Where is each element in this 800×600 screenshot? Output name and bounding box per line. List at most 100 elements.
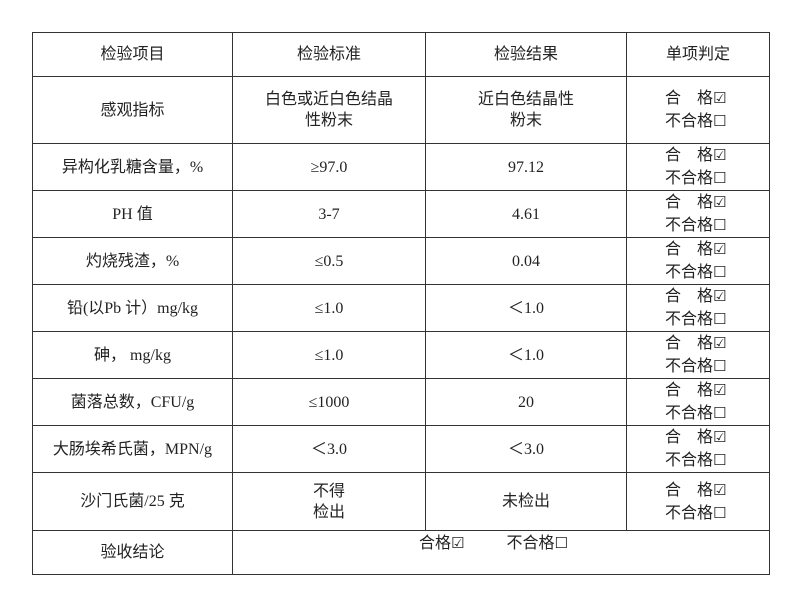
fail-label: 不合格 [665, 405, 714, 422]
unchecked-box-icon[interactable]: ☐ [713, 404, 727, 422]
checked-box-icon[interactable]: ☑ [713, 334, 727, 352]
pass-label: 合 格 [665, 241, 714, 258]
unchecked-box-icon[interactable]: ☐ [713, 451, 727, 469]
standard-cell: ≥97.0 [232, 143, 426, 191]
header-result: 检验结果 [425, 32, 627, 77]
judge-cell: 合 格☑ 不合格☐ [626, 237, 770, 285]
standard-cell: 3-7 [232, 190, 426, 238]
item-cell: 菌落总数，CFU/g [32, 378, 233, 426]
result-cell: 0.04 [425, 237, 627, 285]
unchecked-box-icon[interactable]: ☐ [713, 112, 727, 130]
pass-label: 合 格 [665, 288, 714, 305]
fail-label: 不合格 [665, 264, 714, 281]
table-row: 灼烧残渣，% ≤0.5 0.04 合 格☑ 不合格☐ [32, 237, 770, 285]
standard-cell: ≤1.0 [232, 331, 426, 379]
standard-cell: 白色或近白色结晶 性粉末 [232, 76, 426, 144]
item-cell: PH 值 [32, 190, 233, 238]
unchecked-box-icon[interactable]: ☐ [713, 263, 727, 281]
item-cell: 灼烧残渣，% [32, 237, 233, 285]
result-cell: ＜1.0 [425, 331, 627, 379]
table-row: PH 值 3-7 4.61 合 格☑ 不合格☐ [32, 190, 770, 238]
result-line: 粉末 [509, 112, 542, 129]
standard-cell: ＜3.0 [232, 425, 426, 473]
item-cell: 铅(以Pb 计）mg/kg [32, 284, 233, 332]
header-standard: 检验标准 [232, 32, 426, 77]
header-item: 检验项目 [32, 32, 233, 77]
unchecked-box-icon[interactable]: ☐ [554, 534, 568, 552]
pass-label: 合 格 [665, 382, 714, 399]
result-cell: 4.61 [425, 190, 627, 238]
judge-cell: 合 格☑ 不合格☐ [626, 190, 770, 238]
fail-label: 不合格 [665, 217, 714, 234]
table-row: 铅(以Pb 计）mg/kg ≤1.0 ＜1.0 合 格☑ 不合格☐ [32, 284, 770, 332]
checked-box-icon[interactable]: ☑ [713, 480, 727, 499]
item-cell: 异构化乳糖含量，% [32, 143, 233, 191]
unchecked-box-icon[interactable]: ☐ [713, 503, 727, 522]
table-row: 砷， mg/kg ≤1.0 ＜1.0 合 格☑ 不合格☐ [32, 331, 770, 379]
header-judge: 单项判定 [626, 32, 770, 77]
fail-label: 不合格 [665, 311, 714, 328]
result-cell: 20 [425, 378, 627, 426]
judge-cell: 合 格☑ 不合格☐ [626, 378, 770, 426]
table-row: 大肠埃希氏菌，MPN/g ＜3.0 ＜3.0 合 格☑ 不合格☐ [32, 425, 770, 473]
pass-label: 合 格 [665, 194, 714, 211]
checked-box-icon[interactable]: ☑ [713, 193, 727, 211]
checked-box-icon[interactable]: ☑ [713, 287, 727, 305]
fail-label: 不合格 [665, 504, 714, 522]
standard-cell: ≤1.0 [232, 284, 426, 332]
result-cell: 97.12 [425, 143, 627, 191]
judge-cell: 合 格☑ 不合格☐ [626, 472, 770, 531]
result-cell: 未检出 [425, 472, 627, 531]
conclusion-row: 验收结论 合格☑ 不合格☐ [32, 530, 770, 575]
conclusion-cell: 合格☑ 不合格☐ [232, 530, 770, 575]
result-cell: 近白色结晶性 粉末 [425, 76, 627, 144]
conclusion-fail-label: 不合格 [506, 535, 555, 552]
header-row: 检验项目 检验标准 检验结果 单项判定 [32, 32, 770, 77]
result-cell: ＜1.0 [425, 284, 627, 332]
checked-box-icon[interactable]: ☑ [713, 381, 727, 399]
standard-cell: 不得 检出 [232, 472, 426, 531]
pass-label: 合 格 [665, 335, 714, 352]
checked-box-icon[interactable]: ☑ [713, 89, 727, 107]
pass-label: 合 格 [665, 90, 714, 107]
judge-cell: 合 格☑ 不合格☐ [626, 76, 770, 144]
table-row: 异构化乳糖含量，% ≥97.0 97.12 合 格☑ 不合格☐ [32, 143, 770, 191]
fail-label: 不合格 [665, 358, 714, 375]
unchecked-box-icon[interactable]: ☐ [713, 216, 727, 234]
unchecked-box-icon[interactable]: ☐ [713, 357, 727, 375]
pass-label: 合 格 [665, 481, 714, 499]
standard-cell: ≤1000 [232, 378, 426, 426]
standard-line: 不得 [312, 482, 345, 500]
item-cell: 大肠埃希氏菌，MPN/g [32, 425, 233, 473]
fail-label: 不合格 [665, 113, 714, 130]
item-cell: 感观指标 [32, 76, 233, 144]
pass-label: 合 格 [665, 147, 714, 164]
table-row: 沙门氏菌/25 克 不得检出 未检出 合 格☑ 不合格☐ [32, 472, 770, 531]
result-cell: ＜3.0 [425, 425, 627, 473]
judge-cell: 合 格☑ 不合格☐ [626, 143, 770, 191]
conclusion-pass-label: 合格 [419, 535, 452, 552]
unchecked-box-icon[interactable]: ☐ [713, 169, 727, 187]
unchecked-box-icon[interactable]: ☐ [713, 310, 727, 328]
checked-box-icon[interactable]: ☑ [713, 240, 727, 258]
fail-label: 不合格 [665, 170, 714, 187]
checked-box-icon[interactable]: ☑ [713, 428, 727, 446]
judge-cell: 合 格☑ 不合格☐ [626, 425, 770, 473]
checked-box-icon[interactable]: ☑ [451, 534, 465, 552]
result-line: 近白色结晶性 [477, 91, 574, 108]
conclusion-label: 验收结论 [32, 530, 233, 575]
checked-box-icon[interactable]: ☑ [713, 146, 727, 164]
standard-line: 检出 [312, 503, 345, 521]
item-cell: 沙门氏菌/25 克 [32, 472, 233, 531]
judge-cell: 合 格☑ 不合格☐ [626, 284, 770, 332]
judge-cell: 合 格☑ 不合格☐ [626, 331, 770, 379]
pass-label: 合 格 [665, 429, 714, 446]
item-cell: 砷， mg/kg [32, 331, 233, 379]
standard-line: 白色或近白色结晶 [264, 91, 393, 108]
standard-line: 性粉末 [304, 112, 353, 129]
standard-cell: ≤0.5 [232, 237, 426, 285]
table-row: 菌落总数，CFU/g ≤1000 20 合 格☑ 不合格☐ [32, 378, 770, 426]
fail-label: 不合格 [665, 452, 714, 469]
table-row: 感观指标 白色或近白色结晶 性粉末 近白色结晶性 粉末 合 格☑ 不合格☐ [32, 76, 770, 144]
inspection-table: 检验项目 检验标准 检验结果 单项判定 感观指标 白色或近白色结晶 性粉末 近白色… [32, 32, 770, 575]
